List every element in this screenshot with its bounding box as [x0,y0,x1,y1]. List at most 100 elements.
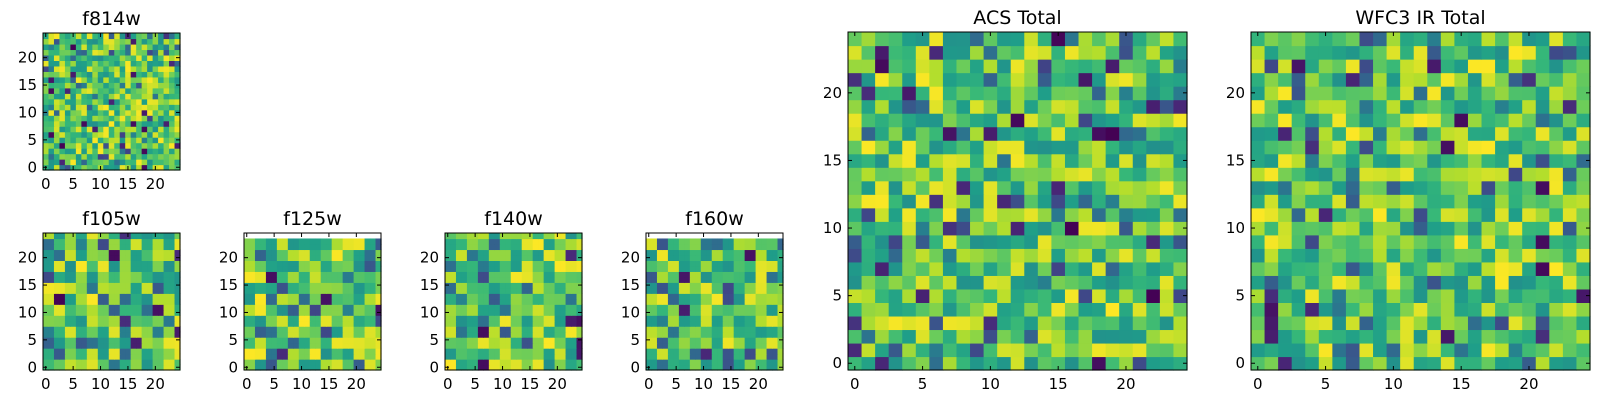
heatmap-cell [1119,194,1134,209]
heatmap-cell [722,315,729,322]
heatmap-cell [1051,234,1066,249]
heatmap-cell [141,315,148,322]
heatmap-cell [364,282,371,289]
heatmap-cell [1132,32,1147,47]
heatmap-cell [1386,329,1401,344]
heatmap-cell [450,233,457,240]
heatmap-cell [163,65,170,72]
y-tick-label: 15 [621,276,640,294]
heatmap-cell [560,309,567,316]
heatmap-cell [761,320,768,327]
heatmap-cell [565,326,572,333]
heatmap-cell [147,359,154,366]
heatmap-cell [466,326,473,333]
heatmap-cell [510,342,517,349]
axes-frame [42,232,181,371]
heatmap-cell [254,260,262,267]
heatmap-cell [777,287,784,294]
heatmap-cell [554,249,561,256]
heatmap-cell [265,320,272,327]
heatmap-cell [53,159,61,166]
heatmap-cell [342,331,349,338]
heatmap-cell [81,298,88,305]
heatmap-cell [163,254,170,261]
heatmap-cell [348,304,355,311]
heatmap-cell [565,233,572,240]
heatmap-cell [1278,59,1293,74]
x-tick-label: 5 [1321,375,1331,393]
heatmap-cell [298,298,305,305]
heatmap-cell [48,120,55,127]
heatmap-cell [152,60,159,67]
heatmap-cell [494,304,501,311]
heatmap-cell [103,298,110,305]
heatmap-cell [455,348,463,355]
heatmap-cell [750,265,757,272]
heatmap-cell [1440,207,1455,222]
heatmap-cell [1132,113,1147,128]
heatmap-cell [689,359,696,366]
heatmap-cell [1146,302,1161,317]
heatmap-cell [81,109,88,116]
heatmap-cell [348,353,355,360]
heatmap-cell [466,243,473,251]
heatmap-cell [152,315,159,322]
heatmap-cell [739,359,746,366]
heatmap-cell [70,60,77,67]
heatmap-cell [169,265,176,272]
heatmap-cell [309,326,316,333]
heatmap-cell [1010,248,1025,263]
heatmap-cell [1345,234,1361,249]
heatmap-cell [510,254,517,261]
heatmap-cell [970,140,985,155]
heatmap-cell [370,331,377,338]
heatmap-cell [70,359,77,366]
heatmap-cell [766,304,773,311]
heatmap-cell [169,131,176,138]
heatmap-cell [1386,207,1401,222]
heatmap-cell [983,153,998,168]
heatmap-cell [656,304,664,311]
heatmap-cell [119,342,126,349]
heatmap-cell [494,309,501,316]
heatmap-cell [271,243,278,251]
heatmap-cell [766,315,773,322]
heatmap-cell [1400,126,1415,141]
heatmap-cell [777,293,784,300]
heatmap-cell [92,238,99,245]
heatmap-cell [717,238,724,245]
heatmap-cell [1495,86,1510,101]
heatmap-cell [510,320,517,327]
heatmap-cell [983,248,998,263]
heatmap-cell [158,260,165,267]
heatmap-cell [1064,302,1080,317]
heatmap-cell [359,276,366,283]
heatmap-cell [370,254,377,261]
heatmap-cell [86,271,93,278]
heatmap-cell [527,304,534,311]
heatmap-cell [130,276,137,283]
heatmap-cell [761,249,768,256]
heatmap-cell [772,293,779,300]
heatmap-cell [1440,153,1455,168]
heatmap-cell [1278,32,1293,47]
heatmap-cell [445,320,452,327]
heatmap-cell [717,243,724,251]
heatmap-cell [48,76,55,83]
heatmap-cell [97,49,104,56]
heatmap-cell [125,359,132,366]
heatmap-cell [265,293,272,300]
heatmap-cell [59,265,66,272]
heatmap-cell [169,282,176,289]
heatmap-cell [97,142,104,149]
heatmap-cell [81,33,88,40]
heatmap-cell [711,260,718,267]
heatmap-cell [304,276,311,283]
heatmap-cell [1278,356,1293,371]
heatmap-cell [1427,180,1442,195]
heatmap-cell [359,238,366,245]
heatmap-cell [1345,126,1361,141]
heatmap-cell [739,320,746,327]
heatmap-cell [1359,221,1374,236]
heatmap-cell [1159,153,1175,168]
